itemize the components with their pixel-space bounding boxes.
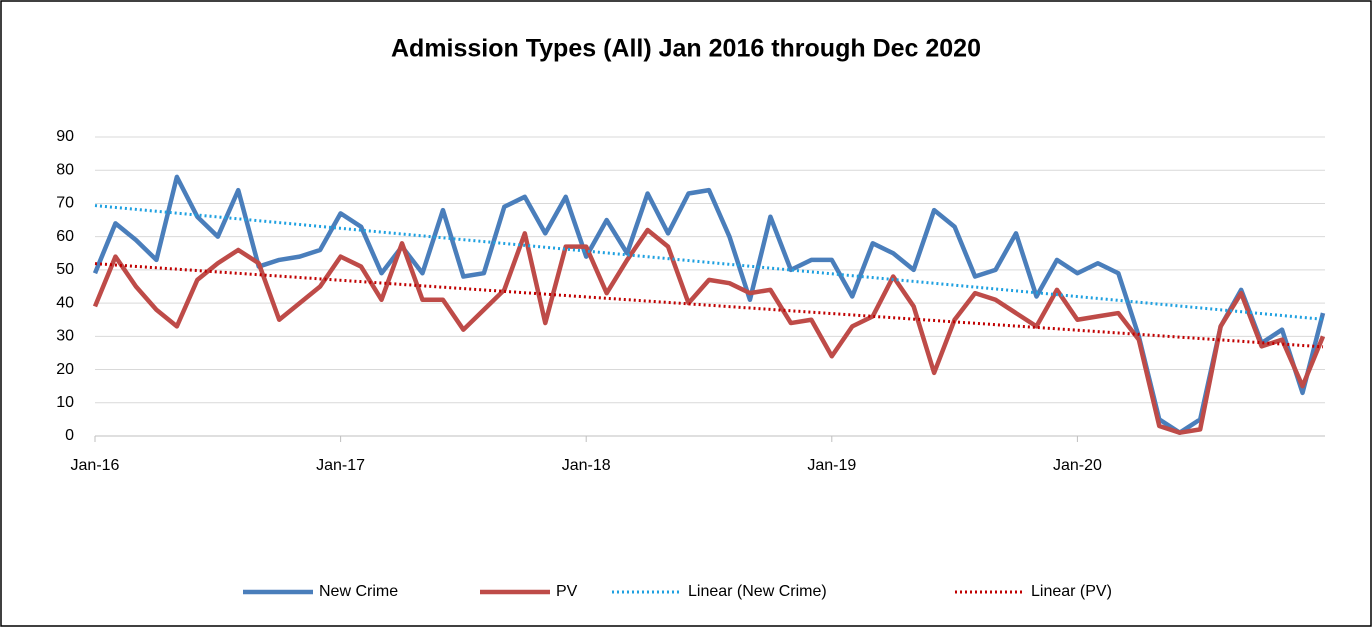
y-tick-label: 10 — [56, 394, 74, 411]
data-line — [92, 174, 1326, 435]
x-tick-label: Jan-17 — [316, 457, 365, 474]
y-tick-label: 60 — [56, 228, 74, 245]
data-line — [92, 227, 1326, 435]
x-tick-label: Jan-18 — [562, 457, 611, 474]
x-tick-label: Jan-20 — [1053, 457, 1102, 474]
legend-label: New Crime — [319, 583, 398, 600]
trendline — [94, 204, 1324, 321]
y-tick-label: 50 — [56, 261, 74, 278]
legend-label: Linear (New Crime) — [688, 583, 827, 600]
x-tick-label: Jan-19 — [807, 457, 856, 474]
chart-title: Admission Types (All) Jan 2016 through D… — [391, 35, 981, 63]
y-tick-label: 40 — [56, 294, 74, 311]
y-tick-label: 80 — [56, 161, 74, 178]
y-tick-label: 0 — [65, 427, 74, 444]
y-tick-label: 70 — [56, 195, 74, 212]
trendline — [94, 262, 1324, 349]
legend-label: Linear (PV) — [1031, 583, 1112, 600]
x-tick-label: Jan-16 — [71, 457, 120, 474]
legend-label: PV — [556, 583, 578, 600]
y-tick-label: 90 — [56, 128, 74, 145]
y-tick-label: 20 — [56, 361, 74, 378]
y-tick-label: 30 — [56, 328, 74, 345]
